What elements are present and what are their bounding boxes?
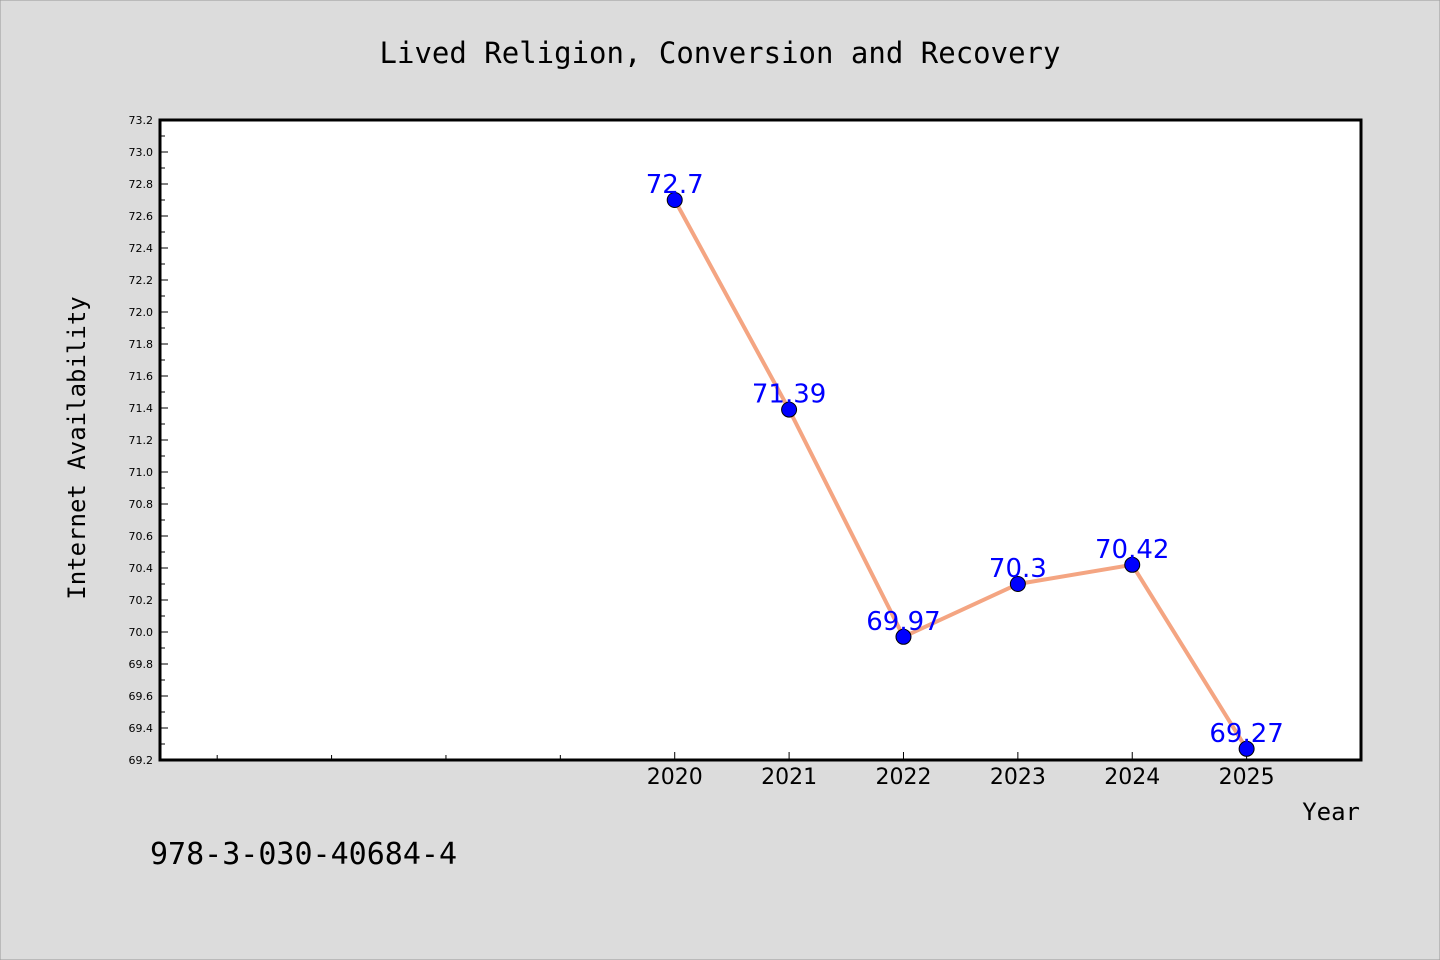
y-tick-label: 70.0 xyxy=(129,626,154,639)
x-tick-label: 2025 xyxy=(1219,765,1275,790)
x-axis: 2020 2021 2022 2023 2024 2025 xyxy=(216,752,1275,790)
x-tick-label: 2023 xyxy=(990,765,1046,790)
plot-area xyxy=(158,118,1363,762)
x-tick-label: 2022 xyxy=(875,765,931,790)
y-tick-label: 73.0 xyxy=(129,146,154,159)
data-point xyxy=(666,192,683,208)
y-tick-label: 71.8 xyxy=(129,338,154,351)
x-axis-label: Year xyxy=(1302,798,1360,826)
y-tick-label: 73.2 xyxy=(129,114,154,127)
y-tick-label: 69.2 xyxy=(129,754,154,767)
y-tick-label: 69.6 xyxy=(129,690,154,703)
y-tick-label: 70.4 xyxy=(129,562,154,575)
data-label: 69.27 xyxy=(1209,719,1283,749)
y-axis: 69.2 69.4 69.6 69.8 70.0 70.2 70.4 70.6 70.8 71.0… xyxy=(129,114,168,767)
data-point xyxy=(781,401,798,418)
x-tick-label: 2021 xyxy=(761,765,817,790)
x-tick-label: 2024 xyxy=(1104,765,1160,790)
x-tick-label: 2020 xyxy=(647,765,703,790)
data-label: 69.97 xyxy=(866,607,940,637)
data-point xyxy=(1124,556,1141,573)
y-tick-label: 72.0 xyxy=(129,306,154,319)
y-tick-label: 71.0 xyxy=(129,466,154,479)
y-tick-label: 71.4 xyxy=(129,402,154,415)
y-tick-label: 72.2 xyxy=(129,274,154,287)
y-tick-label: 69.4 xyxy=(129,722,154,735)
data-point xyxy=(895,628,912,645)
y-axis-label: Internet Availability xyxy=(63,296,91,599)
y-tick-label: 70.2 xyxy=(129,594,154,607)
data-label: 72.7 xyxy=(646,170,704,200)
y-tick-label: 71.6 xyxy=(129,370,154,383)
data-label: 70.3 xyxy=(989,554,1047,584)
data-label: 71.39 xyxy=(752,380,826,410)
y-tick-label: 70.8 xyxy=(129,498,154,511)
y-tick-label: 71.2 xyxy=(129,434,154,447)
data-label: 70.42 xyxy=(1095,535,1169,565)
y-tick-label: 72.6 xyxy=(129,210,154,223)
y-tick-label: 72.8 xyxy=(129,178,154,191)
y-tick-label: 70.6 xyxy=(129,530,154,543)
footnote: 978-3-030-40684-4 xyxy=(150,837,457,872)
y-tick-label: 69.8 xyxy=(129,658,154,671)
data-point xyxy=(1009,576,1026,592)
series-line xyxy=(672,198,1249,751)
series-layer: 72.7 71.39 69.97 70.3 70.42 69.27 xyxy=(646,170,1284,757)
y-tick-label: 72.4 xyxy=(129,242,154,255)
data-point xyxy=(1238,740,1255,757)
chart-title: Lived Religion, Conversion and Recovery xyxy=(380,36,1061,70)
